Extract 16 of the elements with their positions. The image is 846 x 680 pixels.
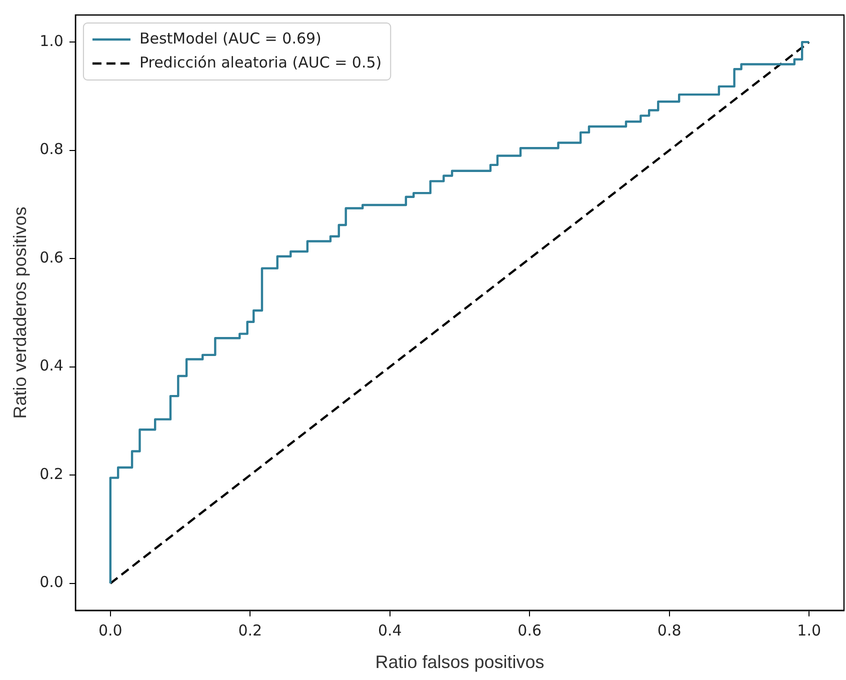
legend-label: BestModel (AUC = 0.69) (139, 29, 322, 48)
y-tick-label: 0.4 (40, 356, 64, 375)
y-tick-label: 0.8 (40, 140, 64, 158)
x-tick-label: 0.4 (378, 621, 402, 640)
y-tick-label: 0.2 (40, 464, 64, 483)
y-tick-label: 0.6 (40, 248, 64, 266)
x-axis-title: Ratio falsos positivos (375, 652, 544, 672)
x-tick-label: 0.8 (657, 621, 682, 640)
legend-label: Predicción aleatoria (AUC = 0.5) (139, 53, 382, 72)
y-axis-title: Ratio verdaderos positivos (10, 206, 30, 419)
x-tick-label: 0.2 (238, 621, 262, 640)
y-tick-label: 1.0 (40, 32, 64, 50)
x-tick-label: 0.6 (518, 621, 542, 640)
y-tick-label: 0.0 (40, 573, 64, 592)
x-tick-label: 0.0 (98, 621, 122, 640)
x-tick-label: 1.0 (797, 621, 821, 640)
